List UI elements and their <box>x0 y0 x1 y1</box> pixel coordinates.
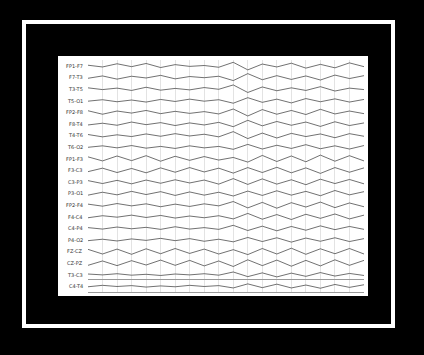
svg-text:C3-P3: C3-P3 <box>68 179 83 185</box>
svg-text:F3-C3: F3-C3 <box>68 167 83 173</box>
svg-text:P4-O2: P4-O2 <box>68 237 83 243</box>
svg-text:FZ-CZ: FZ-CZ <box>67 248 83 254</box>
svg-text:F8-T4: F8-T4 <box>69 121 83 127</box>
svg-text:F4-C4: F4-C4 <box>68 214 83 220</box>
svg-text:C4-T4: C4-T4 <box>69 283 83 289</box>
svg-text:F7-T3: F7-T3 <box>69 74 83 80</box>
svg-text:C4-P4: C4-P4 <box>68 225 83 231</box>
svg-text:FP2-F4: FP2-F4 <box>66 202 83 208</box>
svg-text:CZ-PZ: CZ-PZ <box>67 260 83 266</box>
svg-text:FP2-F8: FP2-F8 <box>66 109 83 115</box>
svg-text:T4-T6: T4-T6 <box>68 132 83 138</box>
svg-text:P3-O1: P3-O1 <box>68 190 83 196</box>
svg-text:FP1-F3: FP1-F3 <box>66 156 83 162</box>
svg-text:T3-T5: T3-T5 <box>68 86 83 92</box>
svg-text:FP1-F7: FP1-F7 <box>66 63 83 69</box>
svg-text:T3-C3: T3-C3 <box>67 272 83 278</box>
svg-text:T6-O2: T6-O2 <box>67 144 83 150</box>
svg-text:T5-O1: T5-O1 <box>67 98 83 104</box>
